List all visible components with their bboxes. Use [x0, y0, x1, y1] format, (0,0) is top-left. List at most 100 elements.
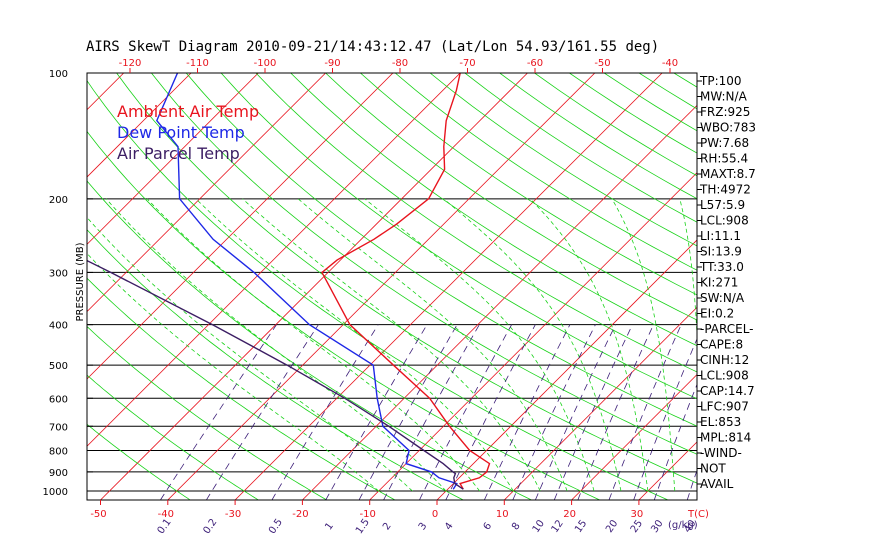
pressure-tick-label: 300 — [49, 268, 68, 279]
isotherm-line — [436, 239, 697, 500]
index-value: L57:5.9 — [700, 198, 745, 212]
dry-adiabat-line — [848, 73, 870, 500]
index-value: CAP:14.7 — [700, 384, 755, 398]
dry-adiabat-line — [87, 130, 600, 500]
index-value: -WIND- — [700, 446, 742, 460]
moist-adiabat-line — [105, 198, 447, 492]
bottom-temp-tick-label: 30 — [631, 509, 644, 520]
dry-adiabat-line — [464, 73, 697, 223]
dry-adiabat-line — [290, 73, 697, 347]
moist-adiabat-line — [242, 198, 541, 492]
index-value: SW:N/A — [700, 291, 745, 305]
index-value: FRZ:925 — [700, 105, 750, 119]
index-value: LFC:907 — [700, 400, 749, 414]
isotherm-line — [503, 306, 697, 500]
top-temp-tick-label: -60 — [527, 58, 543, 69]
bottom-temp-tick-label: -30 — [225, 509, 241, 520]
index-value: LI:11.1 — [700, 229, 741, 243]
legend-entry: Air Parcel Temp — [117, 144, 240, 163]
pressure-tick-label: 700 — [49, 422, 68, 433]
bottom-temp-tick-label: 10 — [496, 509, 509, 520]
index-value: KI:271 — [700, 276, 738, 290]
top-temp-tick-label: -100 — [254, 58, 277, 69]
moist-adiabat-line — [679, 198, 697, 343]
moist-adiabat-line — [529, 198, 649, 492]
dry-adiabat-line — [116, 73, 697, 484]
y-axis-label: PRESSURE (MB) — [75, 242, 86, 321]
pressure-tick-label: 1000 — [43, 487, 68, 498]
mixing-ratio-label: 6 — [482, 521, 495, 533]
dry-adiabat-line — [87, 325, 327, 500]
pressure-tick-label: 100 — [49, 69, 68, 80]
moist-adiabat-line — [87, 252, 379, 492]
mixing-ratio-label: 4 — [443, 521, 456, 533]
mixing-ratio-line — [383, 324, 480, 500]
mixing-ratio-line — [608, 324, 682, 500]
dry-adiabat-line — [87, 374, 259, 500]
mixing-ratio-label: 20 — [604, 518, 620, 535]
isotherm-line — [754, 53, 870, 520]
dry-adiabat-line — [87, 423, 191, 500]
dry-adiabat-line — [185, 73, 697, 427]
mixing-ratio-line — [325, 324, 428, 500]
pressure-tick-label: 600 — [49, 394, 68, 405]
index-value: -PARCEL- — [700, 322, 754, 336]
isotherm-line — [571, 374, 697, 500]
bottom-temp-tick-label: 0 — [432, 509, 438, 520]
isotherm-line — [301, 104, 697, 500]
mixing-ratio-line — [535, 324, 616, 500]
top-temp-tick-label: -80 — [392, 58, 408, 69]
index-value: CINH:12 — [700, 353, 749, 367]
dry-adiabat-line — [360, 73, 697, 296]
bottom-temp-tick-label: -50 — [90, 509, 106, 520]
pressure-tick-label: 200 — [49, 195, 68, 206]
index-value: NOT — [700, 462, 726, 476]
mixing-ratio-unit-label: (g/kg) — [668, 520, 698, 531]
mixing-ratio-label: 10 — [531, 518, 547, 535]
top-temp-tick-label: -90 — [324, 58, 340, 69]
dry-adiabat-line — [151, 73, 697, 455]
dry-adiabat-line — [813, 73, 870, 500]
top-temp-tick-label: -120 — [119, 58, 142, 69]
isotherm-line — [99, 73, 529, 500]
index-value: TH:4972 — [699, 183, 751, 197]
dry-adiabat-line — [87, 229, 464, 500]
mixing-ratio-label: 1 — [323, 521, 336, 533]
series-line-parcel-temp — [87, 259, 464, 490]
chart-title: AIRS SkewT Diagram 2010-09-21/14:43:12.4… — [86, 39, 659, 55]
mixing-ratio-line — [160, 324, 277, 500]
pressure-tick-label: 800 — [49, 446, 68, 457]
dry-adiabat-line — [87, 180, 532, 500]
index-value: MAXT:8.7 — [700, 167, 756, 181]
legend-entry: Dew Point Temp — [117, 123, 245, 142]
index-value: TP:100 — [699, 74, 742, 88]
moist-adiabat-line — [195, 198, 514, 492]
plot-grid — [87, 53, 870, 520]
top-temp-tick-label: -50 — [594, 58, 610, 69]
mixing-ratio-label: 25 — [629, 518, 645, 535]
mixing-ratio-line — [484, 324, 571, 500]
plot-frame — [86, 72, 698, 501]
dry-adiabat-line — [499, 73, 697, 200]
index-value: RH:55.4 — [700, 152, 748, 166]
mixing-ratio-label: 2 — [381, 521, 394, 533]
isotherm-line — [87, 73, 327, 313]
mixing-ratio-label: 8 — [510, 521, 523, 533]
mixing-ratio-label: 15 — [573, 518, 589, 535]
bottom-temp-tick-label: -40 — [158, 509, 174, 520]
index-value: LCL:908 — [700, 214, 749, 228]
index-value: WBO:783 — [700, 121, 756, 135]
bottom-temp-tick-label: 20 — [563, 509, 576, 520]
mixing-ratio-label: 0.5 — [267, 517, 285, 536]
mixing-ratio-label: 3 — [417, 521, 430, 533]
dry-adiabat-line — [744, 73, 870, 500]
mixing-ratio-line — [445, 324, 536, 500]
top-temp-tick-label: -70 — [459, 58, 475, 69]
isotherm-line — [167, 73, 596, 500]
index-value: MW:N/A — [700, 90, 748, 104]
index-value: MPL:814 — [700, 431, 751, 445]
top-temp-tick-label: -40 — [662, 58, 678, 69]
legend-entry: Ambient Air Temp — [117, 102, 259, 121]
isotherm-line — [821, 53, 870, 520]
